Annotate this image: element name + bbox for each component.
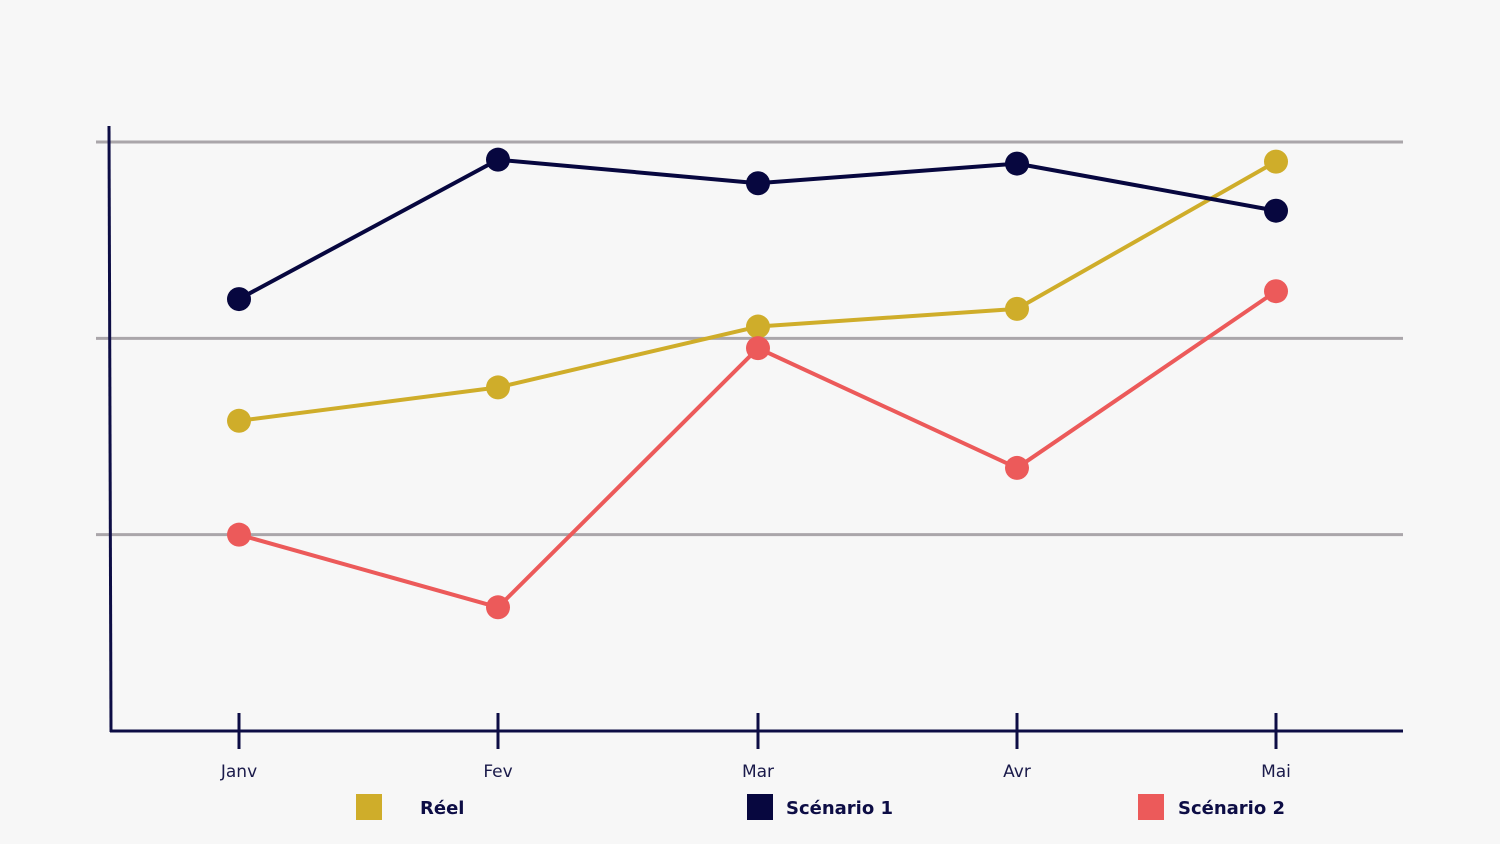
legend-item: Scénario 2 — [1138, 794, 1285, 820]
data-point — [227, 287, 251, 312]
data-point — [486, 147, 510, 172]
x-axis-ticks: Janv Fev Mar Avr Mai — [220, 713, 1291, 782]
x-tick-label: Avr — [1003, 762, 1031, 782]
series-line — [238, 159, 1277, 423]
data-point — [227, 522, 251, 547]
data-point — [1264, 279, 1288, 304]
legend-label: Réel — [420, 798, 464, 819]
legend-label: Scénario 2 — [1178, 798, 1285, 819]
x-tick-label: Mar — [742, 762, 774, 782]
data-point — [227, 408, 251, 433]
data-point — [746, 314, 770, 339]
y-axis — [107, 125, 113, 733]
data-point — [746, 171, 770, 196]
axes — [107, 125, 1403, 733]
series-1 — [227, 149, 1288, 433]
x-tick-label: Janv — [220, 762, 257, 782]
gridlines — [96, 140, 1403, 537]
legend-swatch — [356, 794, 382, 820]
data-point — [486, 375, 510, 400]
series-lines — [227, 147, 1288, 620]
data-point — [486, 595, 510, 620]
data-point — [1005, 296, 1029, 321]
data-point — [1005, 455, 1029, 480]
data-point — [1264, 198, 1288, 223]
legend-item: Réel — [356, 794, 464, 820]
data-point — [1005, 151, 1029, 176]
series-3 — [227, 279, 1288, 620]
data-point — [1264, 149, 1288, 174]
legend-swatch — [747, 794, 773, 820]
legend-swatch — [1138, 794, 1164, 820]
x-tick-label: Mai — [1261, 762, 1291, 782]
series-2 — [227, 147, 1288, 312]
legend-item: Scénario 1 — [747, 794, 893, 820]
legend: Réel Scénario 1 Scénario 2 — [356, 794, 1285, 820]
data-point — [746, 336, 770, 361]
x-tick-label: Fev — [483, 762, 512, 782]
legend-label: Scénario 1 — [786, 798, 893, 819]
